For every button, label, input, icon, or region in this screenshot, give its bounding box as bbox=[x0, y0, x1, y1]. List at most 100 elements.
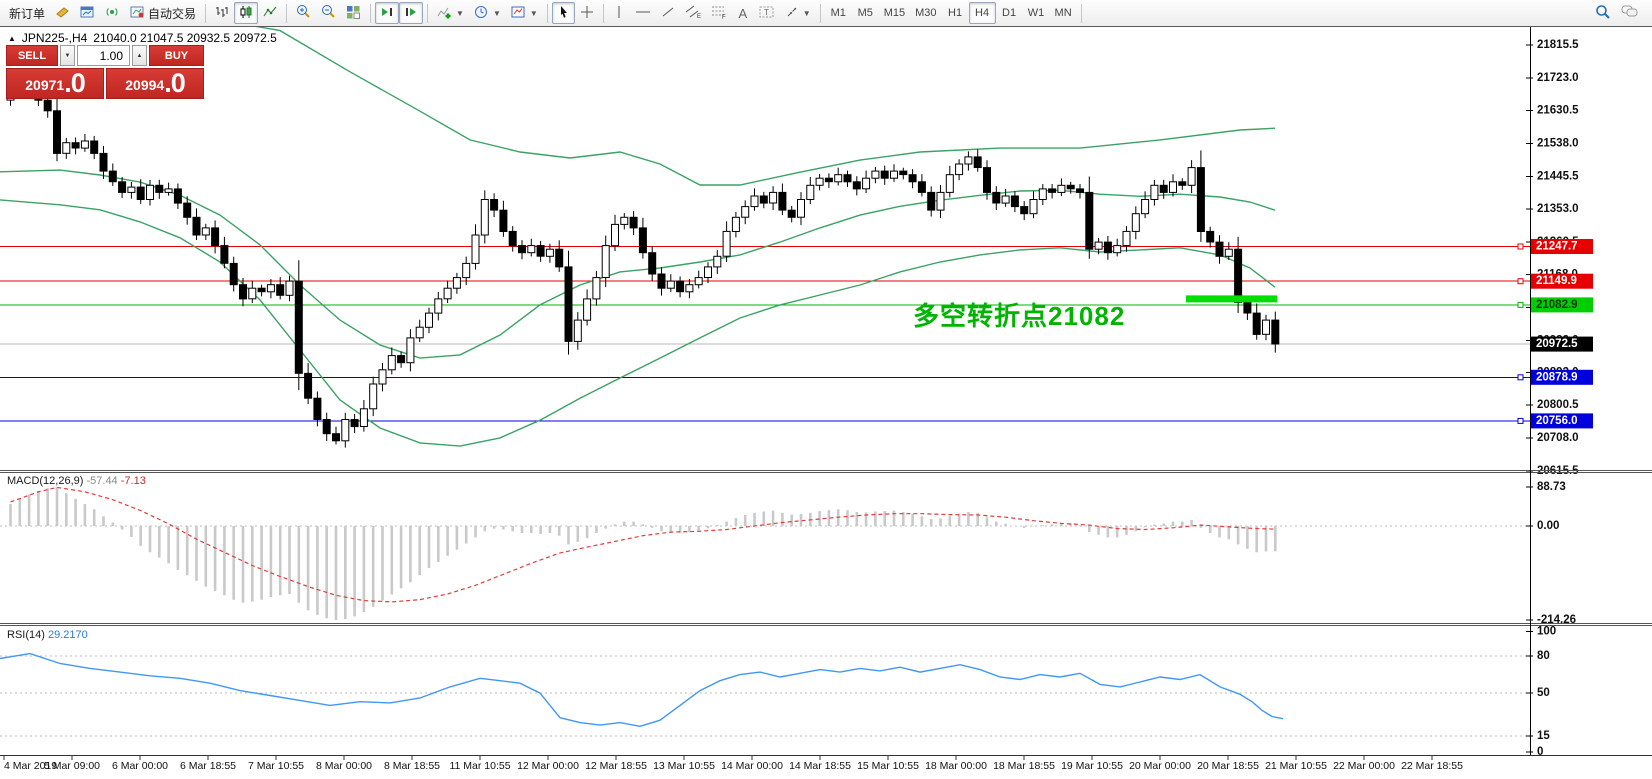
timeframe-group: M1 M5 M15 M30 H1 H4 D1 W1 MN bbox=[825, 2, 1077, 24]
hline-handle bbox=[1517, 417, 1524, 424]
chart-title: ▲ JPN225-,H4 21040.0 21047.5 20932.5 209… bbox=[8, 31, 277, 45]
time-axis-label: 21 Mar 10:55 bbox=[1265, 760, 1327, 772]
timeframe-h1[interactable]: H1 bbox=[942, 2, 969, 24]
timeframe-w1[interactable]: W1 bbox=[1023, 2, 1050, 24]
price-tick-label: 21723.0 bbox=[1537, 72, 1579, 84]
text-label-button[interactable]: T bbox=[754, 2, 780, 24]
volume-increase-button[interactable]: ▲ bbox=[132, 45, 147, 66]
crosshair-button[interactable] bbox=[575, 2, 599, 24]
vertical-line-button[interactable] bbox=[608, 2, 630, 24]
time-axis-label: 18 Mar 18:55 bbox=[993, 760, 1055, 772]
cursor-icon bbox=[557, 5, 570, 22]
vertical-line-icon bbox=[614, 5, 624, 22]
candlestick-chart-icon bbox=[239, 5, 253, 22]
timeframe-m30[interactable]: M30 bbox=[910, 2, 941, 24]
timeframe-m1[interactable]: M1 bbox=[825, 2, 852, 24]
macd-axis-label: -214.26 bbox=[1537, 614, 1576, 626]
new-order-label: 新订单 bbox=[9, 6, 46, 21]
chart-window-icon bbox=[80, 5, 95, 22]
market-watch-button[interactable] bbox=[100, 2, 125, 24]
tile-windows-icon bbox=[346, 5, 361, 22]
autotrading-button[interactable]: 自动交易 bbox=[125, 2, 201, 24]
indicators-button[interactable]: ▼ bbox=[432, 2, 469, 24]
search-button[interactable] bbox=[1590, 2, 1616, 24]
price-tick-label: 20708.0 bbox=[1537, 432, 1579, 444]
timeframe-m15[interactable]: M15 bbox=[879, 2, 910, 24]
equidistant-channel-button[interactable]: E bbox=[680, 2, 706, 24]
sell-button[interactable]: SELL bbox=[6, 45, 58, 66]
profile-icon-button[interactable] bbox=[50, 2, 75, 24]
chat-button[interactable] bbox=[1616, 2, 1644, 24]
sell-price-main: 20971 bbox=[25, 77, 65, 93]
price-label-badge bbox=[1531, 273, 1593, 289]
toolbar-separator bbox=[427, 3, 429, 23]
timeframe-mn[interactable]: MN bbox=[1050, 2, 1077, 24]
zoom-out-button[interactable] bbox=[316, 2, 341, 24]
fibonacci-button[interactable]: F bbox=[706, 2, 732, 24]
line-chart-button[interactable] bbox=[258, 2, 282, 24]
text-button[interactable]: A bbox=[732, 2, 754, 24]
toolbar-separator bbox=[546, 3, 548, 23]
cursor-button[interactable] bbox=[551, 2, 575, 24]
toolbar-separator bbox=[205, 3, 207, 23]
hline-handle bbox=[1517, 374, 1524, 381]
chart-area[interactable]: 88.73 0.00 -214.26 100 80 50 15 0 21815.5 21723.0… bbox=[0, 27, 1652, 779]
macd-axis-label: 0.00 bbox=[1537, 520, 1559, 532]
auto-scroll-icon bbox=[380, 5, 394, 22]
timeframe-d1[interactable]: D1 bbox=[996, 2, 1023, 24]
macd-panel[interactable] bbox=[0, 486, 1530, 620]
chart-shift-icon bbox=[404, 5, 418, 22]
add-indicator-icon bbox=[437, 5, 452, 22]
periods-button[interactable]: ▼ bbox=[469, 2, 506, 24]
arrows-icon bbox=[785, 5, 799, 22]
rsi-axis-label: 15 bbox=[1537, 730, 1550, 742]
volume-decrease-button[interactable]: ▼ bbox=[60, 45, 75, 66]
candlestick-chart-button[interactable] bbox=[234, 2, 259, 24]
template-icon bbox=[511, 5, 526, 22]
rsi-axis-label: 100 bbox=[1537, 625, 1556, 637]
bollinger-upper-band bbox=[255, 27, 1276, 186]
rsi-line bbox=[0, 652, 1284, 728]
time-axis-label: 22 Mar 18:55 bbox=[1401, 760, 1463, 772]
time-axis-label: 6 Mar 00:00 bbox=[112, 760, 168, 772]
new-chart-button[interactable] bbox=[75, 2, 100, 24]
timeframe-h4[interactable]: H4 bbox=[968, 2, 996, 24]
toolbar-separator bbox=[1080, 3, 1082, 23]
svg-text:T: T bbox=[764, 8, 769, 17]
arrows-button[interactable]: ▼ bbox=[780, 2, 816, 24]
auto-scroll-button[interactable] bbox=[375, 2, 400, 24]
trendline-button[interactable] bbox=[656, 2, 680, 24]
collapse-panel-arrow[interactable]: ▲ bbox=[8, 33, 16, 43]
main-chart-panel[interactable] bbox=[0, 27, 1530, 448]
text-icon: A bbox=[738, 5, 748, 21]
price-label-text: 20756.0 bbox=[1536, 415, 1578, 427]
sell-price-button[interactable]: 20971.0 bbox=[6, 68, 104, 99]
rsi-panel[interactable] bbox=[0, 652, 1530, 737]
time-axis-label: 12 Mar 18:55 bbox=[585, 760, 647, 772]
price-label-badge bbox=[1531, 413, 1593, 429]
timeframe-m5[interactable]: M5 bbox=[852, 2, 879, 24]
horizontal-line-button[interactable] bbox=[630, 2, 656, 24]
templates-button[interactable]: ▼ bbox=[506, 2, 543, 24]
new-order-button[interactable]: 新订单 bbox=[4, 2, 50, 24]
bar-chart-button[interactable] bbox=[210, 2, 234, 24]
crosshair-icon bbox=[580, 5, 594, 22]
tile-windows-button[interactable] bbox=[341, 2, 366, 24]
buy-price-button[interactable]: 20994.0 bbox=[106, 68, 204, 99]
time-axis-label: 20 Mar 18:55 bbox=[1197, 760, 1259, 772]
price-label-text: 21082.9 bbox=[1536, 299, 1578, 311]
volume-input[interactable] bbox=[77, 45, 130, 66]
time-axis-label: 8 Mar 00:00 bbox=[316, 760, 372, 772]
time-axis-label: 19 Mar 10:55 bbox=[1061, 760, 1123, 772]
zoom-in-button[interactable] bbox=[291, 2, 316, 24]
horizontal-line-icon bbox=[635, 5, 651, 22]
chart-shift-button[interactable] bbox=[399, 2, 424, 24]
toolbar-separator bbox=[602, 3, 604, 23]
search-icon bbox=[1595, 4, 1611, 23]
buy-button[interactable]: BUY bbox=[149, 45, 204, 66]
chevron-down-icon: ▼ bbox=[529, 8, 538, 18]
signal-icon bbox=[105, 5, 120, 22]
